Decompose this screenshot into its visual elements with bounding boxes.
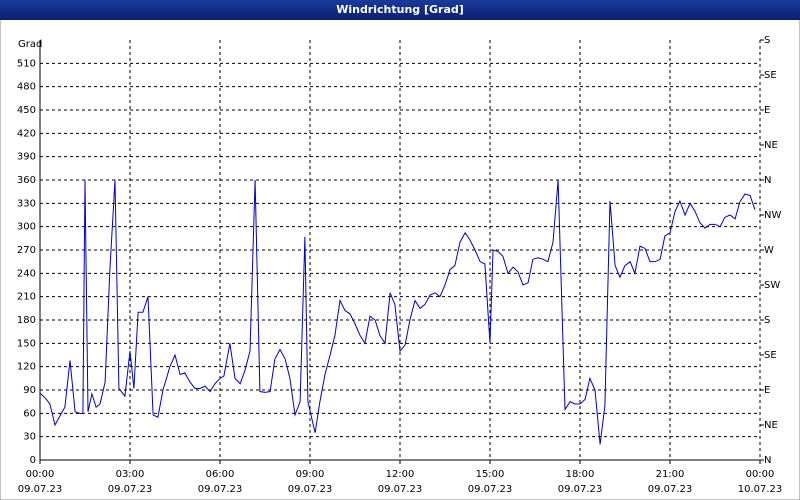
x-tick-date: 10.07.23 (738, 484, 783, 495)
x-tick-label: 06:00 (206, 469, 235, 480)
y2-tick-label: N (764, 455, 771, 466)
y-tick-label: 240 (17, 268, 36, 279)
y-tick-label: 330 (17, 198, 36, 209)
y-tick-label: 180 (17, 315, 36, 326)
y2-tick-label: SW (764, 280, 780, 291)
x-tick-date: 09.07.23 (18, 484, 63, 495)
y-tick-label: 150 (17, 338, 36, 349)
x-tick-date: 09.07.23 (198, 484, 243, 495)
y2-tick-label: S (764, 35, 770, 46)
x-tick-label: 21:00 (656, 469, 685, 480)
x-tick-label: 12:00 (386, 469, 415, 480)
y-tick-label: 420 (17, 128, 36, 139)
y2-tick-label: NE (764, 420, 778, 431)
y-tick-label: 210 (17, 292, 36, 303)
x-tick-label: 00:00 (26, 469, 55, 480)
y2-tick-label: SE (764, 350, 777, 361)
y-tick-label: 450 (17, 105, 36, 116)
y-tick-label: 120 (17, 362, 36, 373)
y-tick-label: 510 (17, 58, 36, 69)
y2-tick-label: NE (764, 140, 778, 151)
chart-title: Windrichtung [Grad] (336, 3, 464, 16)
y-tick-label: 0 (30, 455, 36, 466)
x-tick-date: 09.07.23 (648, 484, 693, 495)
x-tick-date: 09.07.23 (378, 484, 423, 495)
x-tick-date: 09.07.23 (108, 484, 153, 495)
x-tick-label: 00:00 (746, 469, 775, 480)
title-bar (0, 0, 800, 20)
x-tick-label: 03:00 (116, 469, 145, 480)
y2-tick-label: N (764, 175, 771, 186)
y-tick-label: 480 (17, 82, 36, 93)
x-tick-date: 09.07.23 (468, 484, 513, 495)
x-tick-label: 09:00 (296, 469, 325, 480)
y-tick-label: 30 (23, 432, 36, 443)
data-line (39, 179, 756, 445)
y2-tick-label: NW (764, 210, 781, 221)
y-tick-label: 90 (23, 385, 36, 396)
y-tick-label: 300 (17, 222, 36, 233)
y-axis-label: Grad (18, 39, 42, 50)
x-tick-label: 18:00 (566, 469, 595, 480)
x-tick-date: 09.07.23 (288, 484, 333, 495)
y2-tick-label: E (764, 105, 770, 116)
y-tick-label: 60 (23, 408, 36, 419)
y2-tick-label: W (764, 245, 774, 256)
y2-tick-label: SE (764, 70, 777, 81)
y-tick-label: 270 (17, 245, 36, 256)
y2-tick-label: E (764, 385, 770, 396)
y-tick-label: 390 (17, 152, 36, 163)
x-tick-date: 09.07.23 (558, 484, 603, 495)
x-tick-label: 15:00 (476, 469, 505, 480)
y-tick-label: 360 (17, 175, 36, 186)
y2-tick-label: S (764, 315, 770, 326)
